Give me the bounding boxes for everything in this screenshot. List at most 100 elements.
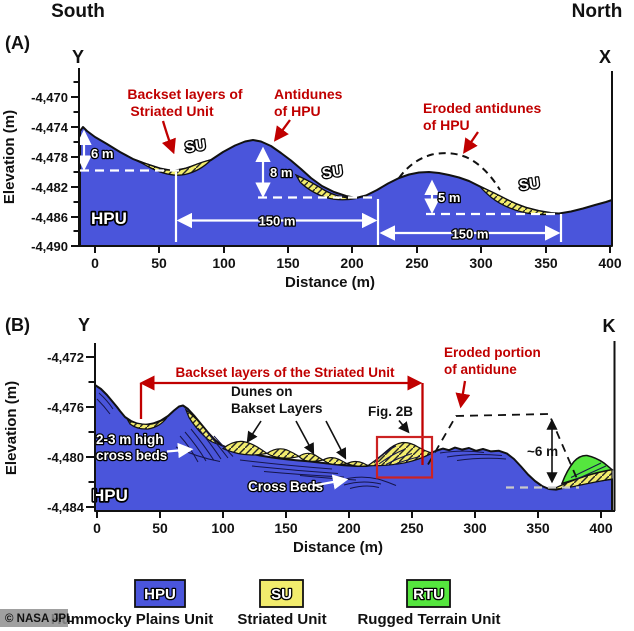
legend-su-name: Striated Unit — [237, 611, 326, 628]
panel-b-label: (B) — [5, 315, 30, 335]
svg-text:100: 100 — [211, 520, 235, 536]
panel-b-fig2b-box — [375, 435, 434, 479]
panel-a-antidunes-arrow — [273, 119, 291, 142]
panel-b-ylabel: Elevation (m) — [3, 381, 20, 475]
panel-a-su-lens-3 — [479, 185, 559, 216]
panel-b-y-major-ticks — [86, 356, 95, 508]
panel-a-eroded-antidune-dashed — [398, 152, 501, 191]
svg-text:-4,470: -4,470 — [31, 90, 68, 105]
panel-b-crossbeds-high-text-2: cross beds — [96, 448, 167, 463]
svg-text:50: 50 — [152, 520, 168, 536]
panel-a-150m-label-2: 150 m — [452, 227, 489, 242]
panel-a: (A) Y X 6 m 8 m 5 m 150 m 150 m HPU SU — [1, 33, 622, 291]
panel-b-crossbed-striations — [239, 459, 357, 481]
panel-b-dunes-arrow-1 — [246, 420, 262, 444]
svg-text:300: 300 — [469, 255, 493, 271]
legend-rtu-name: Rugged Terrain Unit — [357, 611, 500, 628]
panel-b-crossbed-dune-lines — [373, 445, 421, 465]
svg-text:-4,482: -4,482 — [31, 180, 68, 195]
panel-a-eroded-text-2: of HPU — [423, 117, 470, 133]
panel-b-eroded-antidune-dashed — [427, 413, 579, 482]
panel-b-crossbeds-high-text-1: 2-3 m high — [96, 432, 164, 447]
panel-b-x-ticks — [96, 511, 602, 518]
panel-b-crossbed-ridge-lines — [439, 450, 507, 461]
svg-text:200: 200 — [340, 255, 364, 271]
panel-b-dunes-arrow-3 — [325, 420, 347, 460]
panel-a-6m-label: 6 m — [91, 146, 113, 161]
panel-b-fig2b-text: Fig. 2B — [368, 404, 413, 419]
panel-a-antidunes-text-1: Antidunes — [274, 86, 343, 102]
panel-b-y-tick-labels: -4,472 -4,476 -4,480 -4,484 — [47, 350, 85, 515]
panel-b-dune-bump-1 — [321, 457, 349, 466]
panel-b-su-backset-lens — [184, 408, 223, 446]
panel-a-left-marker: Y — [72, 47, 84, 67]
panel-b-dunes-arrow-2 — [295, 420, 315, 455]
legend-hpu-code: HPU — [144, 586, 176, 603]
panel-a-eroded-text-1: Eroded antidunes — [423, 100, 541, 116]
svg-text:50: 50 — [151, 255, 167, 271]
panel-a-x-tick-labels: 0 50 100 150 200 250 300 350 400 — [91, 255, 622, 271]
panel-b-crossbed-left-lines — [96, 392, 114, 415]
panel-a-backset-text-1: Backset layers of — [127, 86, 243, 102]
panel-a-150m-label-1: 150 m — [259, 214, 296, 229]
panel-b-eroded-text-2: of antidune — [444, 362, 517, 377]
svg-text:150: 150 — [276, 255, 300, 271]
south-label: South — [51, 1, 105, 22]
svg-text:-4,484: -4,484 — [47, 500, 85, 515]
panel-b-y-minor-ticks — [88, 381, 95, 483]
svg-text:250: 250 — [400, 520, 424, 536]
svg-text:0: 0 — [93, 520, 101, 536]
panel-a-8m-label: 8 m — [270, 165, 292, 180]
panel-a-xlabel: Distance (m) — [285, 274, 375, 291]
svg-text:150: 150 — [274, 520, 298, 536]
panel-b-left-marker: Y — [78, 315, 90, 335]
panel-a-ylabel: Elevation (m) — [1, 110, 18, 204]
panel-a-y-major-ticks — [71, 96, 79, 247]
panel-b-su-lens-1 — [126, 417, 168, 430]
svg-text:300: 300 — [463, 520, 487, 536]
panel-b-dunes-text-1: Dunes on — [231, 384, 293, 399]
panel-a-5m-label: 5 m — [438, 190, 460, 205]
svg-text:350: 350 — [526, 520, 550, 536]
legend-hpu-swatch — [134, 579, 186, 608]
panel-a-backset-text-2: Striated Unit — [130, 103, 214, 119]
panel-b-eroded-arrow — [455, 380, 471, 409]
svg-text:0: 0 — [91, 255, 99, 271]
svg-text:-4,490: -4,490 — [31, 239, 68, 254]
panel-b: (B) Y K — [3, 315, 616, 556]
svg-text:200: 200 — [337, 520, 361, 536]
panel-b-6m-label: ~6 m — [527, 444, 558, 459]
panel-b-dune-a — [221, 440, 269, 456]
panel-b-su-shapes — [126, 408, 613, 490]
panel-a-su-lens-1 — [132, 158, 213, 176]
panel-b-xlabel: Distance (m) — [293, 539, 383, 556]
svg-text:-4,472: -4,472 — [47, 350, 84, 365]
legend-rtu-code: RTU — [413, 586, 444, 603]
credit-watermark: © NASA JPL — [0, 609, 73, 627]
legend-hpu-name: Hummocky Plains Unit — [51, 611, 214, 628]
panel-a-x-ticks — [94, 246, 611, 253]
panel-b-dune-bump-2 — [345, 460, 370, 467]
svg-text:400: 400 — [598, 255, 622, 271]
panel-b-crossbeds-arrow — [313, 474, 349, 490]
credit-bg — [0, 609, 68, 627]
legend-su-code: SU — [271, 586, 292, 603]
panel-b-backset-text: Backset layers of the Striated Unit — [175, 365, 395, 380]
panel-a-y-minor-ticks — [73, 81, 79, 232]
panel-b-crossbeds-text: Cross Beds — [248, 479, 323, 494]
svg-text:100: 100 — [212, 255, 236, 271]
panel-a-su-label-1: SU — [184, 137, 207, 157]
panel-a-backset-arrow — [161, 120, 176, 155]
svg-text:400: 400 — [589, 520, 613, 536]
svg-text:-4,480: -4,480 — [47, 450, 84, 465]
svg-text:350: 350 — [534, 255, 558, 271]
panel-a-right-marker: X — [599, 47, 611, 67]
panel-a-antidunes-text-2: of HPU — [274, 103, 321, 119]
north-label: North — [572, 1, 623, 22]
panel-b-hpu-label: HPU — [92, 486, 128, 505]
svg-text:-4,476: -4,476 — [47, 400, 84, 415]
panel-a-su-label-3: SU — [518, 175, 541, 195]
panel-b-eroded-text-1: Eroded portion — [444, 345, 541, 360]
svg-text:250: 250 — [405, 255, 429, 271]
